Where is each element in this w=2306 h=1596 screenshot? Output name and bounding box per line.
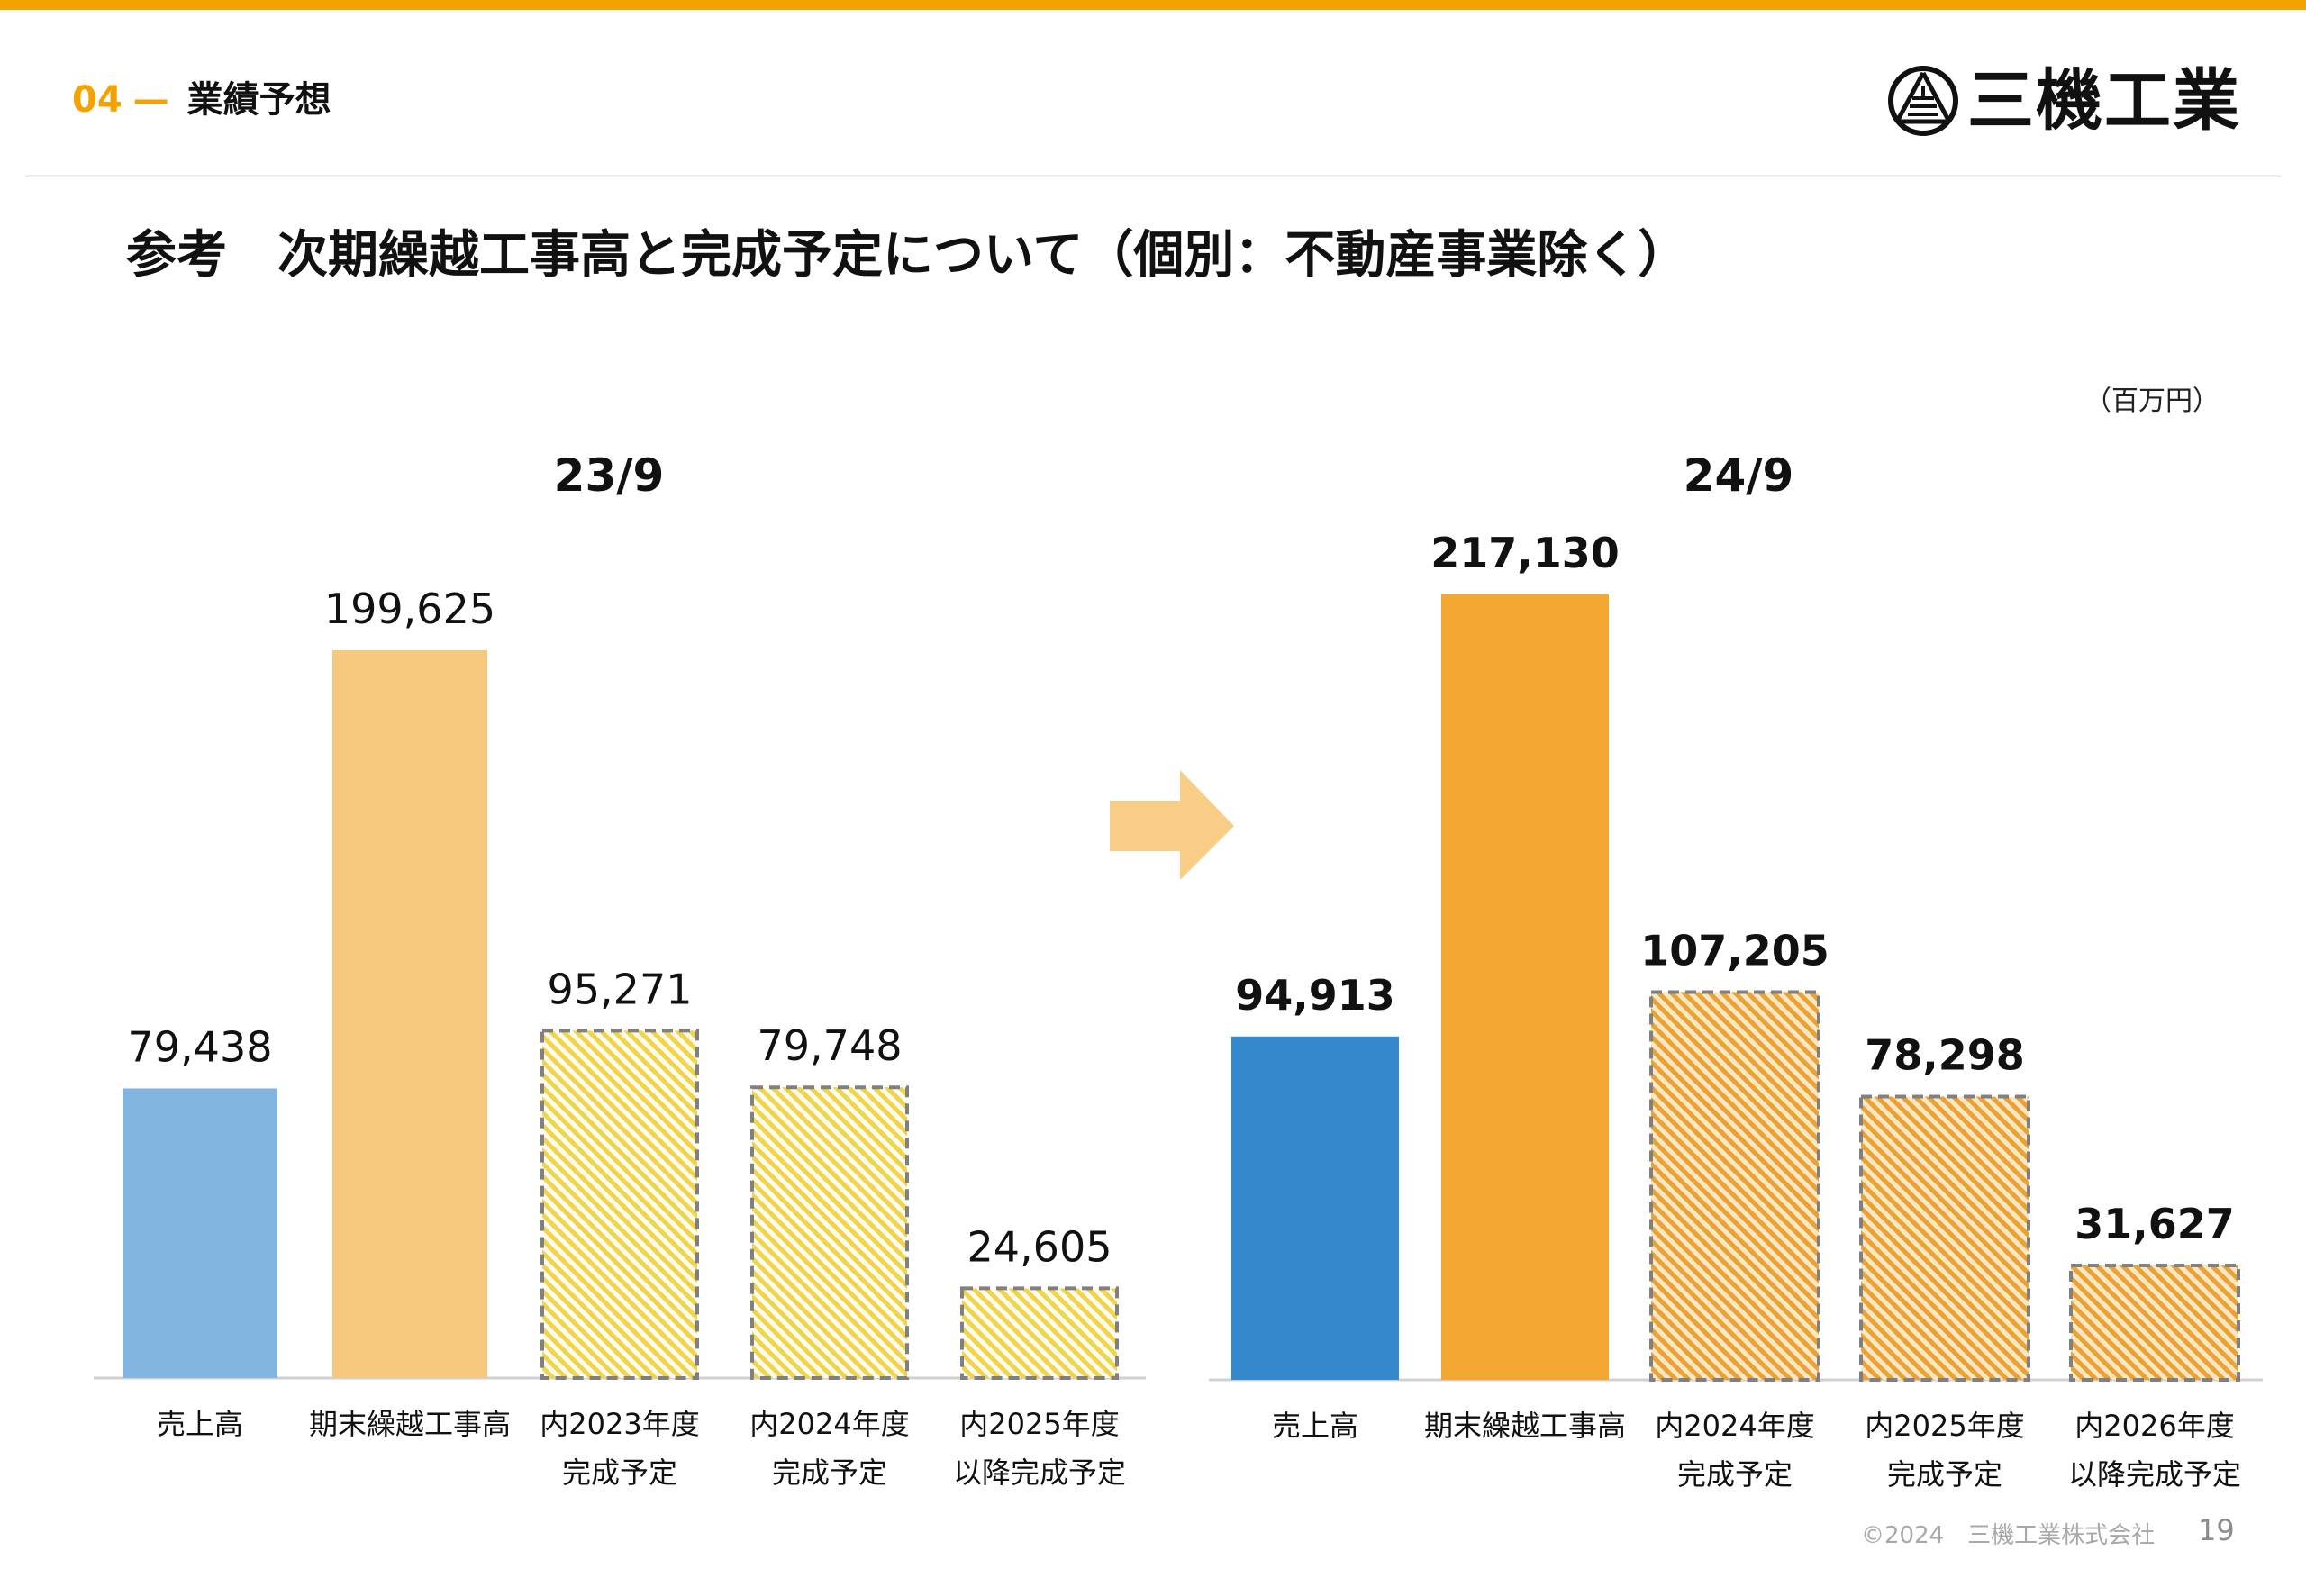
data-label-1-4: 79,748 — [758, 1021, 903, 1070]
data-label-2-4: 78,298 — [1865, 1031, 2025, 1080]
data-label-1-1: 79,438 — [128, 1022, 273, 1071]
section-title: 業績予想 — [186, 79, 331, 121]
category-label-1-5: 内2025年度以降完成予定 — [953, 1407, 1126, 1490]
data-label-1-3: 95,271 — [548, 965, 693, 1013]
category-label-2-5: 内2026年度以降完成予定 — [2068, 1409, 2241, 1492]
bar-1-5 — [960, 1286, 1119, 1380]
bar-1-4 — [750, 1085, 909, 1381]
bar-2-1 — [1231, 1036, 1399, 1380]
section-number: 04 — [72, 79, 123, 121]
arrow-icon — [1110, 770, 1234, 880]
unit-label: （百万円） — [2084, 385, 2220, 417]
bar-1-3 — [540, 1029, 699, 1380]
section-label: 04— 業績予想 — [72, 70, 331, 122]
category-label-1-3: 内2023年度完成予定 — [540, 1407, 699, 1490]
page-number: 19 — [2198, 1513, 2235, 1547]
data-label-1-2: 199,625 — [324, 585, 495, 633]
bar-1-1 — [123, 1088, 277, 1378]
category-label-2-4: 内2025年度完成予定 — [1865, 1409, 2024, 1492]
chart-title-1: 23/9 — [554, 449, 665, 502]
chart-title-2: 24/9 — [1684, 449, 1794, 502]
section-dash: — — [132, 79, 169, 121]
logo-mark-icon — [1888, 66, 1958, 136]
data-label-2-3: 107,205 — [1640, 926, 1829, 975]
data-label-2-2: 217,130 — [1430, 529, 1620, 577]
bar-2-4 — [1859, 1094, 2030, 1382]
header-divider — [25, 175, 2281, 177]
logo-text: 三機工業 — [1967, 62, 2241, 140]
data-label-2-1: 94,913 — [1235, 971, 1395, 1020]
bar-2-5 — [2069, 1263, 2240, 1382]
category-label-2-1: 売上高 — [1272, 1409, 1358, 1443]
company-logo: 三機工業 — [1886, 63, 2241, 139]
top-accent-bar — [0, 0, 2306, 10]
data-label-1-5: 24,605 — [967, 1222, 1112, 1271]
page-title: 参考 次期繰越工事高と完成予定について（個別：不動産事業除く） — [126, 226, 1689, 285]
footer-copyright: ©2024 三機工業株式会社 — [1861, 1522, 2156, 1549]
data-label-2-5: 31,627 — [2074, 1200, 2235, 1248]
category-label-1-1: 売上高 — [157, 1407, 243, 1441]
category-label-1-2: 期末繰越工事高 — [309, 1407, 511, 1441]
category-label-2-2: 期末繰越工事高 — [1424, 1409, 1626, 1443]
category-label-1-4: 内2024年度完成予定 — [749, 1407, 909, 1490]
category-label-2-3: 内2024年度完成予定 — [1655, 1409, 1814, 1492]
bar-1-2 — [332, 650, 487, 1378]
bar-2-2 — [1441, 594, 1609, 1380]
bar-2-3 — [1649, 990, 1820, 1382]
